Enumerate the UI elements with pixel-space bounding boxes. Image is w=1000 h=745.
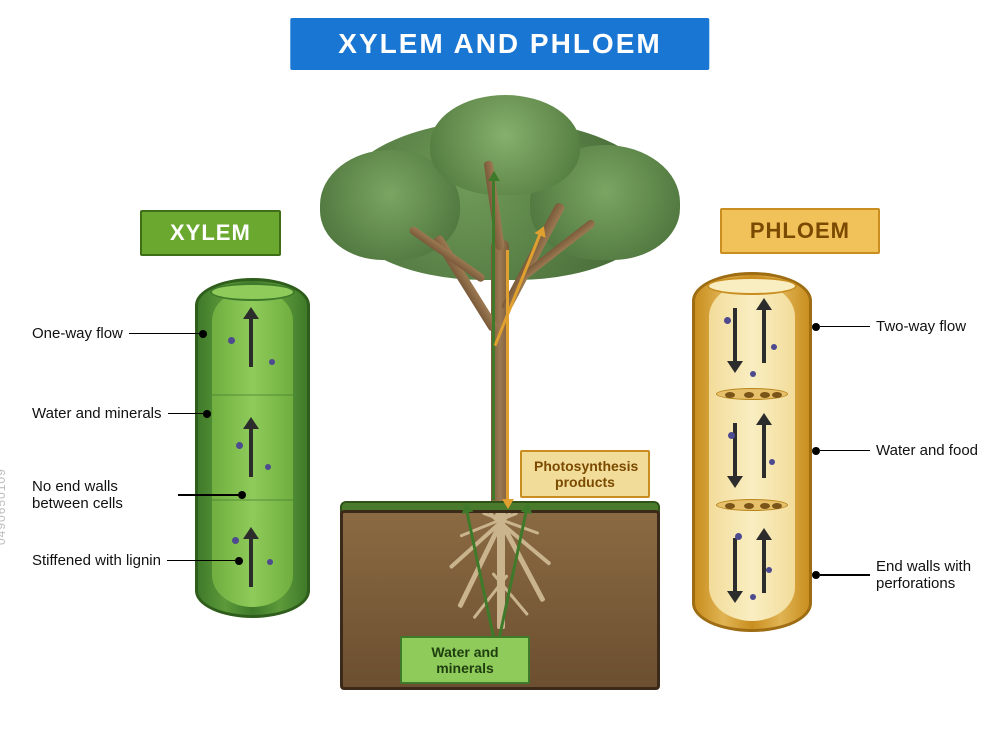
callout-text: Two-way flow <box>876 318 966 335</box>
watermark: 0490650109 <box>0 468 8 545</box>
photosynthesis-tag: Photosynthesis products <box>520 450 650 498</box>
phloem-callout: Two-way flow <box>812 318 966 335</box>
phloem-sieve-plate <box>716 499 788 511</box>
callout-text: Water and food <box>876 442 978 459</box>
phloem-callout: Water and food <box>812 442 978 459</box>
tree-diagram: Photosynthesis products Water and minera… <box>330 90 670 710</box>
phloem-sieve-plate <box>716 388 788 400</box>
xylem-callout: One-way flow <box>32 325 207 342</box>
phloem-tube <box>692 272 812 632</box>
xylem-callout: Water and minerals <box>32 405 211 422</box>
phloem-label: PHLOEM <box>720 208 880 254</box>
xylem-callout: Stiffened with lignin <box>32 552 243 569</box>
callout-text: End walls with perforations <box>876 558 1000 592</box>
phloem-callout: End walls with perforations <box>812 558 1000 592</box>
xylem-callout: No end walls between cells <box>32 478 246 512</box>
xylem-arrow <box>249 427 253 477</box>
title-banner: XYLEM AND PHLOEM <box>290 18 709 70</box>
xylem-arrow <box>249 317 253 367</box>
callout-text: Stiffened with lignin <box>32 552 161 569</box>
xylem-label: XYLEM <box>140 210 281 256</box>
phloem-tube-inner <box>709 283 795 621</box>
callout-text: No end walls between cells <box>32 478 172 512</box>
water-minerals-tag: Water and minerals <box>400 636 530 684</box>
phloem-flow-arrow <box>506 250 509 500</box>
callout-text: One-way flow <box>32 325 123 342</box>
callout-text: Water and minerals <box>32 405 162 422</box>
xylem-arrow <box>249 537 253 587</box>
